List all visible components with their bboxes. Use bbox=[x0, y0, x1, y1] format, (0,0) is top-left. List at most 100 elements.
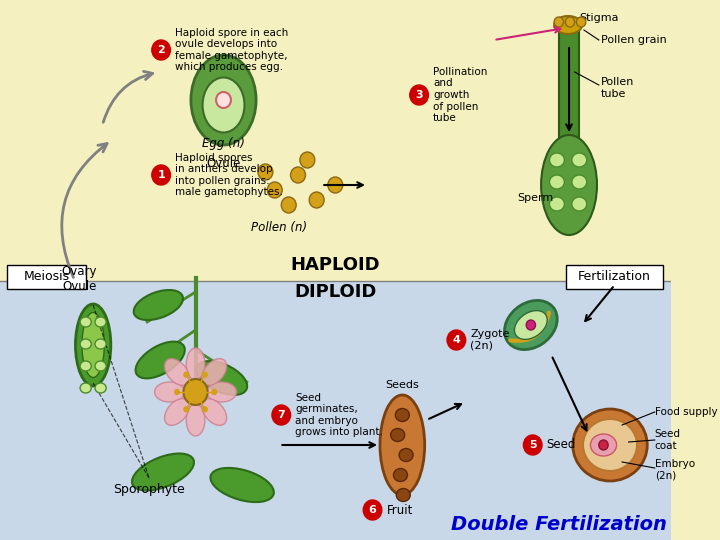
Ellipse shape bbox=[82, 313, 104, 377]
Text: Seeds: Seeds bbox=[385, 380, 419, 390]
Ellipse shape bbox=[132, 454, 194, 490]
Ellipse shape bbox=[210, 468, 274, 502]
Text: Fruit: Fruit bbox=[387, 503, 413, 516]
Circle shape bbox=[282, 197, 296, 213]
Ellipse shape bbox=[554, 16, 582, 34]
Circle shape bbox=[309, 192, 324, 208]
Text: 1: 1 bbox=[157, 170, 165, 180]
Circle shape bbox=[300, 152, 315, 168]
Text: DIPLOID: DIPLOID bbox=[294, 283, 377, 301]
Circle shape bbox=[184, 372, 189, 377]
Circle shape bbox=[363, 500, 382, 520]
Ellipse shape bbox=[186, 404, 205, 436]
Ellipse shape bbox=[395, 408, 409, 422]
Ellipse shape bbox=[134, 290, 183, 320]
Ellipse shape bbox=[95, 317, 106, 327]
Circle shape bbox=[328, 177, 343, 193]
Ellipse shape bbox=[572, 153, 587, 167]
Text: Ovule: Ovule bbox=[62, 280, 96, 293]
Text: Food supply: Food supply bbox=[654, 407, 717, 417]
Ellipse shape bbox=[76, 304, 111, 386]
Circle shape bbox=[152, 40, 171, 60]
Ellipse shape bbox=[80, 361, 91, 371]
Text: 4: 4 bbox=[452, 335, 460, 345]
Circle shape bbox=[523, 435, 542, 455]
Bar bbox=[0, 0, 670, 281]
Text: Embryo
(2n): Embryo (2n) bbox=[654, 459, 695, 481]
Ellipse shape bbox=[399, 449, 413, 462]
Circle shape bbox=[216, 92, 231, 108]
Text: Sperm: Sperm bbox=[518, 193, 554, 203]
Ellipse shape bbox=[95, 361, 106, 371]
Circle shape bbox=[184, 379, 207, 405]
Ellipse shape bbox=[80, 383, 91, 393]
Circle shape bbox=[565, 17, 575, 27]
Text: HAPLOID: HAPLOID bbox=[290, 256, 380, 274]
Circle shape bbox=[554, 17, 564, 27]
Ellipse shape bbox=[80, 317, 91, 327]
Text: Seed: Seed bbox=[546, 438, 575, 451]
Circle shape bbox=[267, 182, 282, 198]
Text: Haploid spores
in anthers develop
into pollen grains:
male gametophytes.: Haploid spores in anthers develop into p… bbox=[175, 153, 283, 198]
Text: 6: 6 bbox=[369, 505, 377, 515]
Circle shape bbox=[291, 167, 305, 183]
Ellipse shape bbox=[186, 348, 205, 380]
Text: 2: 2 bbox=[157, 45, 165, 55]
Ellipse shape bbox=[396, 489, 410, 502]
Text: Pollen (n): Pollen (n) bbox=[251, 221, 307, 234]
Text: 5: 5 bbox=[529, 440, 536, 450]
Ellipse shape bbox=[207, 382, 237, 402]
Ellipse shape bbox=[549, 197, 564, 211]
Text: Sporophyte: Sporophyte bbox=[113, 483, 185, 496]
FancyBboxPatch shape bbox=[566, 265, 663, 289]
Text: Pollen grain: Pollen grain bbox=[600, 35, 667, 45]
Circle shape bbox=[577, 17, 586, 27]
Text: Egg (n): Egg (n) bbox=[202, 137, 245, 150]
FancyArrowPatch shape bbox=[103, 71, 153, 123]
Bar bbox=[559, 25, 580, 180]
Text: Ovary: Ovary bbox=[61, 266, 97, 279]
Circle shape bbox=[258, 164, 273, 180]
Circle shape bbox=[526, 320, 536, 330]
Ellipse shape bbox=[135, 342, 185, 379]
Ellipse shape bbox=[165, 399, 189, 426]
Text: Haploid spore in each
ovule develops into
female gametophyte,
which produces egg: Haploid spore in each ovule develops int… bbox=[175, 28, 288, 72]
Text: Stigma: Stigma bbox=[580, 13, 618, 23]
Circle shape bbox=[410, 85, 428, 105]
Text: 3: 3 bbox=[415, 90, 423, 100]
Text: Seed
germinates,
and embryo
grows into plant.: Seed germinates, and embryo grows into p… bbox=[295, 393, 383, 437]
Text: Ovule: Ovule bbox=[207, 157, 240, 170]
Text: Pollen
tube: Pollen tube bbox=[600, 77, 634, 99]
Text: 7: 7 bbox=[277, 410, 285, 420]
Ellipse shape bbox=[394, 469, 408, 482]
Ellipse shape bbox=[590, 434, 616, 456]
Ellipse shape bbox=[391, 429, 405, 442]
Ellipse shape bbox=[549, 175, 564, 189]
FancyArrowPatch shape bbox=[510, 313, 549, 341]
Circle shape bbox=[272, 405, 291, 425]
Text: Fertilization: Fertilization bbox=[578, 271, 651, 284]
Text: Pollination
and
growth
of pollen
tube: Pollination and growth of pollen tube bbox=[433, 67, 487, 123]
Ellipse shape bbox=[515, 310, 547, 340]
Circle shape bbox=[202, 407, 207, 412]
FancyArrowPatch shape bbox=[62, 144, 107, 278]
Circle shape bbox=[152, 165, 171, 185]
Circle shape bbox=[175, 389, 179, 395]
Ellipse shape bbox=[202, 359, 227, 386]
Circle shape bbox=[212, 389, 217, 395]
Circle shape bbox=[599, 440, 608, 450]
Ellipse shape bbox=[155, 382, 184, 402]
Circle shape bbox=[447, 330, 466, 350]
Ellipse shape bbox=[583, 419, 637, 471]
Ellipse shape bbox=[549, 153, 564, 167]
Ellipse shape bbox=[573, 409, 647, 481]
Ellipse shape bbox=[202, 399, 227, 426]
Bar bbox=[0, 281, 670, 540]
Ellipse shape bbox=[380, 395, 425, 495]
Ellipse shape bbox=[572, 197, 587, 211]
FancyBboxPatch shape bbox=[7, 265, 86, 289]
Circle shape bbox=[184, 407, 189, 412]
Ellipse shape bbox=[95, 339, 106, 349]
Ellipse shape bbox=[191, 55, 256, 145]
Ellipse shape bbox=[505, 300, 557, 349]
